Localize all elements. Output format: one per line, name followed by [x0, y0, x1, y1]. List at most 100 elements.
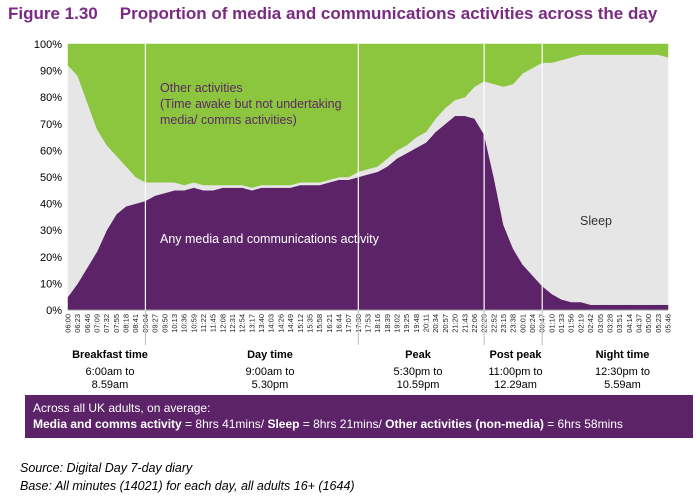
- y-tick-label: 70%: [40, 119, 62, 131]
- period-range-end: 5.59am: [604, 379, 641, 391]
- x-tick-label: 05:46: [664, 314, 673, 333]
- x-tick-label: 16:44: [335, 314, 344, 333]
- x-tick-label: 08:41: [131, 314, 140, 333]
- period-range-start: 9:00am to: [245, 366, 295, 378]
- x-tick-label: 01:33: [557, 314, 566, 333]
- x-tick-label: 22:06: [470, 314, 479, 333]
- summary-intro: Across all UK adults, on average:: [33, 401, 211, 415]
- period-range-end: 8.59am: [91, 379, 129, 391]
- x-tick-label: 21:20: [451, 314, 460, 333]
- summary-box: Across all UK adults, on average: Media …: [25, 395, 693, 438]
- period-range-start: 5:30pm to: [393, 366, 443, 378]
- x-tick-label: 09:27: [151, 314, 160, 333]
- period-daytime: Day time 9:00am to 5.30pm: [200, 349, 340, 392]
- x-tick-label: 06:00: [64, 314, 73, 333]
- x-tick-label: 16:21: [325, 314, 334, 333]
- x-tick-label: 09:50: [160, 314, 169, 333]
- y-tick-label: 90%: [40, 66, 62, 78]
- x-tick-label: 00:01: [518, 314, 527, 333]
- x-tick-label: 01:10: [547, 314, 556, 333]
- x-tick-label: 21:43: [460, 314, 469, 333]
- x-tick-label: 18:16: [373, 314, 382, 333]
- period-range-start: 12:30pm to: [594, 366, 651, 378]
- x-tick-label: 07:55: [112, 314, 121, 333]
- x-tick-label: 06:46: [83, 314, 92, 333]
- area-series-other-activities: [67, 43, 669, 188]
- annotation-sleep: Sleep: [580, 214, 612, 228]
- x-tick-label: 15:12: [296, 314, 305, 333]
- annotation-media: Any media and communications activity: [160, 232, 380, 246]
- x-tick-label: 03:28: [605, 314, 614, 333]
- summary-media-label: Media and comms activity: [33, 417, 182, 431]
- x-tick-label: 12:54: [238, 314, 247, 333]
- period-range-start: 11:00pm to: [488, 366, 543, 378]
- summary-sleep-label: Sleep: [267, 417, 300, 431]
- x-tick-label: 04:14: [625, 314, 634, 333]
- stacked-area-chart: 0%10%20%30%40%50%60%70%80%90%100%06:00 06…: [34, 39, 673, 345]
- period-post-peak: Post peak 11:00pm to 12.29am: [468, 349, 563, 392]
- y-tick-label: 40%: [40, 199, 62, 211]
- period-range-start: 6:00am to: [85, 366, 135, 378]
- period-label: Night time: [595, 349, 650, 361]
- x-tick-label: 04:37: [635, 314, 644, 333]
- y-tick-label: 100%: [34, 39, 62, 51]
- period-label: Day time: [247, 349, 293, 361]
- x-tick-label: 12:08: [218, 314, 227, 333]
- figure-title: Proportion of media and communications a…: [119, 4, 658, 23]
- x-tick-label: 11:22: [199, 314, 208, 332]
- period-range-end: 10.59pm: [396, 379, 440, 391]
- x-tick-label: 22:52: [489, 314, 498, 333]
- x-tick-label: 20:11: [422, 314, 431, 332]
- x-tick-label: 13:17: [247, 314, 256, 333]
- x-tick-label: 15:58: [315, 314, 324, 333]
- x-tick-label: 07:09: [93, 314, 102, 333]
- period-label: Post peak: [489, 349, 542, 361]
- x-tick-label: 00:24: [528, 314, 537, 333]
- x-tick-label: 15:35: [305, 314, 314, 333]
- x-tick-label: 19:02: [393, 314, 402, 333]
- x-tick-label: 10:59: [189, 314, 198, 333]
- x-tick-label: 23:38: [509, 314, 518, 333]
- x-tick-label: 01:56: [567, 314, 576, 333]
- x-tick-label: 06:23: [73, 314, 82, 333]
- y-tick-label: 0%: [46, 305, 62, 317]
- y-tick-label: 80%: [40, 92, 62, 104]
- x-tick-label: 11:45: [209, 314, 218, 332]
- x-tick-label: 20:34: [431, 314, 440, 333]
- x-tick-label: 17:07: [344, 314, 353, 333]
- period-breakfast: Breakfast time 6:00am to 8.59am: [40, 349, 180, 392]
- source-note: Source: Digital Day 7-day diary: [20, 461, 193, 475]
- figure-title-row: Figure 1.30 Proportion of media and commu…: [8, 4, 657, 28]
- period-night: Night time 12:30pm to 5.59am: [560, 349, 685, 392]
- summary-media-value: = 8hrs 41mins/: [181, 417, 268, 431]
- period-peak: Peak 5:30pm to 10.59pm: [358, 349, 478, 392]
- y-tick-label: 20%: [40, 252, 62, 264]
- x-tick-label: 05:00: [644, 314, 653, 333]
- y-tick-label: 30%: [40, 225, 62, 237]
- x-tick-label: 07:32: [102, 314, 111, 333]
- x-tick-label: 19:25: [402, 314, 411, 333]
- x-tick-label: 08:18: [122, 314, 131, 333]
- period-label: Breakfast time: [72, 349, 148, 361]
- x-tick-label: 23:15: [499, 314, 508, 333]
- annotation-other-sub2: media/ comms activities): [160, 113, 297, 127]
- period-range-end: 12.29am: [494, 379, 537, 391]
- y-tick-label: 50%: [40, 172, 62, 184]
- x-tick-label: 13:40: [257, 314, 266, 333]
- figure-number: Figure 1.30: [8, 4, 98, 23]
- summary-totals: Media and comms activity = 8hrs 41mins/ …: [33, 416, 685, 432]
- period-range-end: 5.30pm: [251, 379, 289, 391]
- x-tick-label: 03:05: [596, 314, 605, 333]
- period-label: Peak: [405, 349, 431, 361]
- x-tick-label: 14:26: [276, 314, 285, 333]
- x-tick-label: 18:39: [383, 314, 392, 333]
- x-tick-label: 02:19: [576, 314, 585, 333]
- x-tick-label: 12:31: [228, 314, 237, 333]
- x-tick-label: 02:42: [586, 314, 595, 333]
- x-tick-label: 05:23: [654, 314, 663, 333]
- annotation-other-title: Other activities: [160, 81, 243, 95]
- x-tick-label: 10:13: [170, 314, 179, 333]
- y-tick-label: 10%: [40, 278, 62, 290]
- base-note: Base: All minutes (14021) for each day, …: [20, 479, 355, 493]
- x-tick-label: 03:51: [615, 314, 624, 333]
